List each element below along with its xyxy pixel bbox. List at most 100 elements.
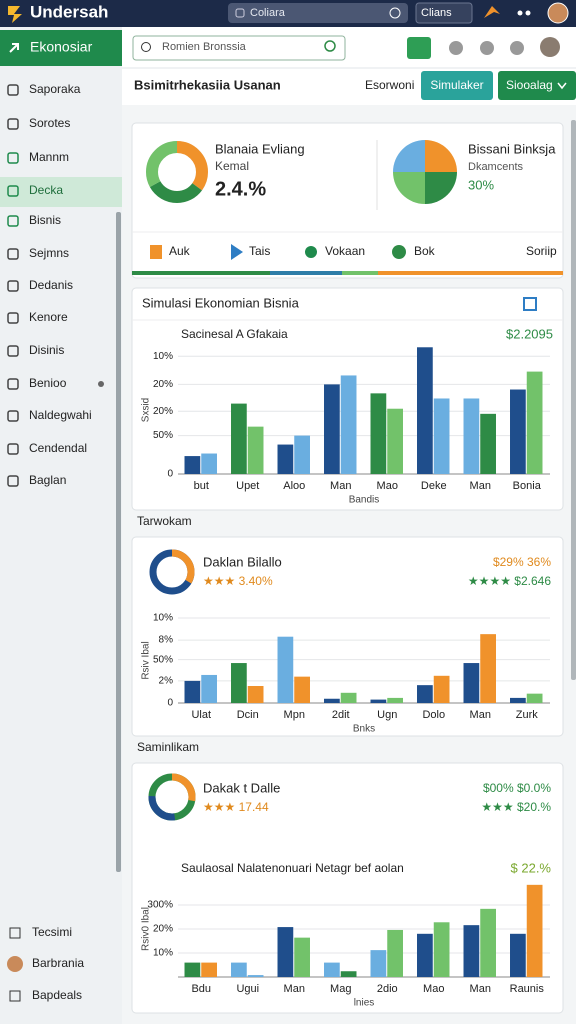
tab[interactable]: Auk — [169, 244, 191, 258]
dropdown-button[interactable] — [498, 71, 576, 100]
chart-title: Simulasi Ekonomian Bisnia — [142, 295, 300, 310]
y-tick-label: 2% — [159, 676, 174, 687]
nav-item[interactable]: Baglan — [29, 473, 66, 487]
nav-item[interactable]: Naldegwahi — [29, 408, 92, 422]
chart-kpi: $ 22.% — [511, 860, 552, 875]
x-tick-label: 2dit — [332, 709, 350, 721]
y-tick-label: 20% — [153, 379, 173, 390]
bar — [277, 444, 294, 474]
bar — [231, 962, 247, 977]
tab-icon — [392, 245, 406, 259]
mic-icon — [389, 7, 401, 19]
bar — [247, 975, 264, 977]
nav-item[interactable]: Disinis — [29, 343, 64, 357]
search-text: Romien Bronssia — [162, 41, 247, 53]
badge-dot — [98, 381, 104, 387]
sidebar — [0, 27, 122, 1024]
button-label: Simulaker — [430, 78, 483, 92]
tab[interactable]: Bok — [414, 244, 436, 258]
bar — [526, 371, 543, 474]
bar — [201, 962, 217, 977]
bar — [294, 937, 310, 977]
nav-item[interactable]: Mannm — [29, 150, 69, 164]
chevron — [557, 82, 567, 90]
nav-icon — [7, 248, 19, 260]
notify-icon[interactable] — [484, 6, 500, 18]
menu-dot[interactable] — [517, 10, 523, 16]
nav-item[interactable]: Barbrania — [32, 956, 84, 970]
section-label: Tarwokam — [137, 514, 192, 528]
x-tick-label: Zurk — [516, 709, 539, 721]
bar — [463, 663, 480, 703]
icon-button[interactable] — [480, 41, 494, 55]
clients-button[interactable] — [415, 2, 473, 24]
tab[interactable]: Vokaan — [325, 244, 365, 258]
bar — [277, 636, 294, 703]
bar — [294, 435, 310, 474]
avatar[interactable] — [540, 37, 560, 57]
icon-button[interactable] — [449, 41, 463, 55]
nav-item[interactable]: Decka — [29, 183, 63, 197]
section-label: Saminlikam — [137, 740, 199, 754]
x-tick-label: Upet — [236, 480, 259, 492]
simulate-button[interactable] — [421, 71, 493, 100]
icon-button[interactable] — [510, 41, 524, 55]
chart-card — [131, 762, 564, 1014]
x-tick-label: Raunis — [510, 983, 545, 995]
tab[interactable]: Tais — [249, 244, 270, 258]
bar — [387, 929, 403, 977]
nav-item[interactable]: Saporaka — [29, 82, 81, 96]
chart-menu[interactable] — [523, 297, 537, 311]
y-tick-label: 8% — [159, 635, 174, 646]
nav-icon — [7, 185, 19, 197]
x-tick-label: Ulat — [191, 709, 211, 721]
action-button[interactable] — [407, 37, 431, 59]
kpi-subtitle: Kemal — [215, 159, 249, 173]
nav-item[interactable]: Benioo — [29, 376, 67, 390]
bar — [201, 674, 217, 703]
x-tick-label: Man — [330, 480, 351, 492]
nav-item[interactable]: Sejmns — [29, 246, 69, 260]
pie-slice — [393, 140, 425, 172]
nav-item[interactable]: Bisnis — [29, 213, 61, 227]
nav-icon — [7, 312, 19, 324]
donut-segment — [146, 141, 208, 203]
search-box[interactable] — [228, 3, 408, 23]
page-scrollbar — [571, 120, 576, 680]
nav-item[interactable]: Bapdeals — [32, 988, 82, 1002]
menu-dot[interactable] — [525, 10, 531, 16]
x-tick-label: Dolo — [422, 709, 445, 721]
bar — [277, 927, 294, 977]
rating: ★★★ 3.40% — [203, 574, 273, 588]
nav-icon — [9, 927, 21, 939]
bar — [526, 884, 543, 977]
tab[interactable]: Soriip — [526, 244, 557, 258]
main-search[interactable] — [132, 35, 346, 61]
pie-slice — [425, 140, 457, 172]
bar — [387, 697, 403, 703]
nav-item[interactable]: Sorotes — [29, 116, 70, 130]
nav-item[interactable]: Cendendal — [29, 441, 87, 455]
nav-icon — [7, 443, 19, 455]
bar — [247, 426, 264, 474]
x-tick-label: Mao — [377, 480, 398, 492]
sidebar-scrollbar — [116, 212, 121, 872]
pie-slice — [393, 172, 425, 204]
avatar[interactable] — [547, 2, 569, 24]
bar — [324, 384, 340, 474]
nav-item[interactable]: Tecsimi — [32, 925, 72, 939]
x-tick-label: Aloo — [283, 480, 305, 492]
chart-kpi: $2.2095 — [506, 326, 553, 341]
nav-item[interactable]: Dedanis — [29, 278, 73, 292]
logo-icon — [8, 6, 22, 23]
donut-segment — [148, 773, 196, 821]
x-axis-label: Bandis — [349, 495, 380, 506]
x-tick-label: 2dio — [377, 983, 398, 995]
bar — [184, 456, 201, 474]
link[interactable]: Esorwoni — [365, 78, 414, 92]
bar — [370, 950, 387, 977]
y-tick-label: 10% — [153, 351, 173, 362]
donut-segment — [149, 549, 195, 595]
nav-item[interactable]: Kenore — [29, 310, 68, 324]
